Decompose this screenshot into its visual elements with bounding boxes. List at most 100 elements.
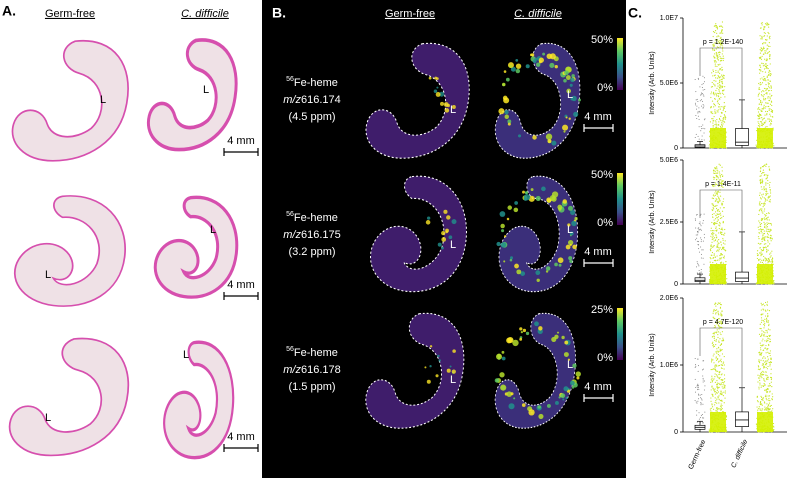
point-cloud xyxy=(764,401,765,402)
msi-hotspot xyxy=(434,77,437,80)
outlier xyxy=(704,77,705,78)
point-cloud xyxy=(724,378,725,379)
point-cloud xyxy=(715,77,716,78)
point-cloud xyxy=(724,96,725,97)
point-cloud xyxy=(714,338,715,339)
point-cloud xyxy=(719,52,720,53)
point-cloud xyxy=(767,224,768,225)
point-cloud xyxy=(772,393,773,394)
point-cloud xyxy=(719,73,720,74)
point-cloud xyxy=(761,23,762,24)
point-cloud xyxy=(724,115,725,116)
msi-hotspot xyxy=(510,259,513,262)
outlier xyxy=(702,125,703,126)
point-cloud xyxy=(719,198,720,199)
point-cloud xyxy=(764,233,765,234)
point-cloud xyxy=(768,217,769,218)
point-cloud xyxy=(713,246,714,247)
outlier xyxy=(701,225,702,226)
point-cloud xyxy=(767,340,768,341)
outlier xyxy=(696,106,697,107)
point-cloud xyxy=(764,244,765,245)
point-cloud xyxy=(762,56,763,57)
msi-hotspot xyxy=(436,87,438,89)
point-cloud xyxy=(717,55,718,56)
outlier xyxy=(698,365,699,366)
point-cloud xyxy=(714,192,715,193)
point-cloud xyxy=(763,194,764,195)
point-cloud xyxy=(759,69,760,70)
point-cloud xyxy=(723,201,724,202)
point-cloud xyxy=(716,36,717,37)
point-cloud xyxy=(720,127,721,128)
point-cloud xyxy=(713,205,714,206)
outlier xyxy=(700,95,701,96)
point-cloud xyxy=(716,312,717,313)
msi-hotspot xyxy=(496,354,502,360)
point-cloud xyxy=(718,197,719,198)
outlier xyxy=(696,410,697,411)
outlier xyxy=(698,79,699,80)
msi-hotspot xyxy=(427,216,430,219)
point-cloud xyxy=(718,64,719,65)
tissue xyxy=(148,40,236,150)
outlier xyxy=(704,89,705,90)
colorbar-label: 50% xyxy=(591,169,613,181)
msi-hotspot xyxy=(537,279,540,282)
x-tick-label: Germ-free xyxy=(688,439,708,471)
point-cloud xyxy=(716,408,717,409)
point-cloud xyxy=(763,334,764,335)
msi-hotspot xyxy=(435,374,438,377)
outlier xyxy=(700,221,701,222)
point-cloud xyxy=(771,238,772,239)
point-cloud xyxy=(719,87,720,88)
point-cloud xyxy=(767,388,768,389)
msi-hotspot xyxy=(563,79,567,83)
point-cloud xyxy=(718,342,719,343)
msi-hotspot xyxy=(445,108,450,113)
point-cloud xyxy=(720,232,721,233)
point-cloud xyxy=(767,200,768,201)
point-cloud xyxy=(716,175,717,176)
outlier xyxy=(698,264,699,265)
point-cloud xyxy=(758,94,759,95)
point-cloud xyxy=(718,242,719,243)
point-cloud xyxy=(713,92,714,93)
outlier xyxy=(701,128,702,129)
point-cloud xyxy=(768,411,769,412)
point-cloud xyxy=(723,119,724,120)
outlier xyxy=(696,134,697,135)
outlier xyxy=(702,369,703,370)
msi-hotspot xyxy=(522,191,525,194)
point-cloud xyxy=(712,113,713,114)
outlier xyxy=(699,412,700,413)
point-cloud xyxy=(723,198,724,199)
point-cloud xyxy=(769,201,770,202)
point-cloud xyxy=(721,244,722,245)
point-cloud xyxy=(761,198,762,199)
point-cloud xyxy=(715,90,716,91)
point-cloud xyxy=(712,69,713,70)
point-cloud xyxy=(771,109,772,110)
point-cloud xyxy=(758,236,759,237)
point-cloud xyxy=(763,63,764,64)
species: Fe-heme xyxy=(294,347,338,359)
point-cloud xyxy=(765,396,766,397)
point-cloud xyxy=(711,91,712,92)
point-cloud xyxy=(715,351,716,352)
outlier xyxy=(695,137,696,138)
point-cloud xyxy=(764,226,765,227)
point-cloud xyxy=(715,400,716,401)
point-cloud xyxy=(721,232,722,233)
point-cloud xyxy=(765,184,766,185)
outlier xyxy=(699,419,700,420)
point-cloud xyxy=(761,223,762,224)
point-cloud xyxy=(768,377,769,378)
point-cloud xyxy=(768,329,769,330)
point-cloud xyxy=(763,237,764,238)
mz-value: 616.175 xyxy=(301,229,341,241)
point-cloud xyxy=(761,186,762,187)
point-cloud xyxy=(724,207,725,208)
point-cloud xyxy=(709,275,710,276)
point-cloud xyxy=(758,83,759,84)
